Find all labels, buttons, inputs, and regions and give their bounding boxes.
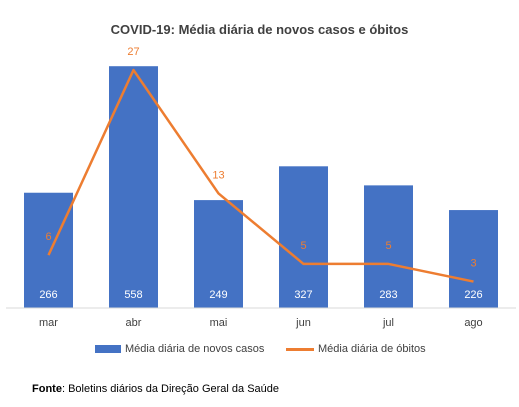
data-label-cases-jun: 327	[294, 289, 312, 301]
legend-item-deaths: Média diária de óbitos	[286, 343, 426, 355]
bar-cases-abr	[109, 66, 158, 308]
legend-item-cases: Média diária de novos casos	[95, 343, 264, 355]
bar-cases-mar	[24, 192, 73, 308]
source-note: Fonte: Boletins diários da Direção Geral…	[32, 383, 279, 395]
data-label-cases-ago: 226	[464, 289, 482, 301]
x-tick-label-mai: mai	[210, 317, 228, 329]
line-deaths	[47, 68, 474, 283]
data-label-deaths-ago: 3	[470, 258, 476, 270]
data-label-cases-mai: 249	[209, 289, 227, 301]
data-label-deaths-mai: 13	[212, 169, 224, 181]
source-text: : Boletins diários da Direção Geral da S…	[61, 383, 280, 395]
data-label-deaths-abr: 27	[127, 46, 139, 58]
data-label-cases-jul: 283	[379, 289, 397, 301]
data-label-deaths-jun: 5	[300, 240, 306, 252]
bar-cases-jul	[364, 185, 413, 308]
chart-title: COVID-19: Média diária de novos casos e …	[110, 22, 409, 37]
bar-cases-mai	[194, 200, 243, 308]
legend-swatch-cases	[95, 345, 121, 353]
legend-label-cases: Média diária de novos casos	[125, 343, 265, 355]
x-tick-label-abr: abr	[126, 317, 142, 329]
x-tick-label-ago: ago	[464, 317, 482, 329]
x-tick-label-jul: jul	[382, 317, 394, 329]
data-label-cases-abr: 558	[124, 289, 142, 301]
bar-cases-ago	[449, 210, 498, 308]
x-tick-label-mar: mar	[39, 317, 58, 329]
data-label-cases-mar: 266	[39, 289, 57, 301]
bar-cases-jun	[279, 166, 328, 308]
source-label: Fonte	[32, 383, 62, 395]
legend-label-deaths: Média diária de óbitos	[318, 343, 426, 355]
data-label-deaths-jul: 5	[385, 240, 391, 252]
x-tick-label-jun: jun	[295, 317, 311, 329]
legend-swatch-deaths	[286, 347, 314, 351]
data-label-deaths-mar: 6	[45, 231, 51, 243]
